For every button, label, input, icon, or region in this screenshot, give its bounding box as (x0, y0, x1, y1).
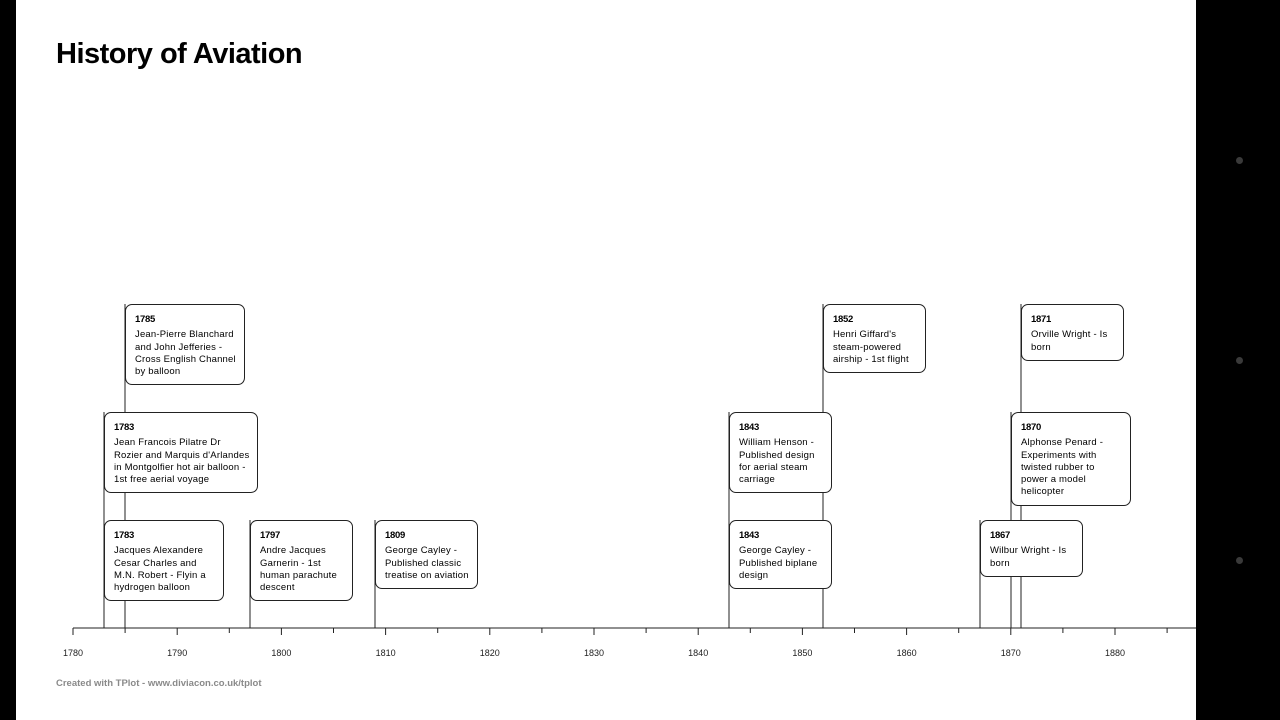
event-year: 1852 (833, 314, 853, 325)
event-box: 1843 George Cayley - Published biplane de… (729, 520, 832, 590)
event-year: 1783 (114, 530, 134, 541)
slide: History of Aviation 1780 1790 1800 1810 1820… (16, 0, 1196, 720)
event-box: 1870 Alphonse Penard - Experiments with t… (1011, 412, 1131, 506)
event-text: Henri Giffard's steam-powered airship - … (833, 329, 909, 365)
event-text: Jean Francois Pilatre Dr Rozier and Marq… (114, 437, 250, 486)
page-title: History of Aviation (56, 38, 303, 70)
event-box: 1797 Andre Jacques Garnerin - 1st human p… (250, 520, 353, 602)
event-year: 1843 (739, 530, 759, 541)
event-text: William Henson - Published design for ae… (739, 437, 815, 486)
nav-dot[interactable] (1236, 357, 1243, 364)
axis-tick-label: 1850 (792, 648, 812, 658)
event-text: Jacques Alexandere Cesar Charles and M.N… (114, 545, 206, 594)
event-text: Alphonse Penard - Experiments with twist… (1021, 437, 1104, 498)
event-text: George Cayley - Published classic treati… (385, 545, 469, 581)
axis-tick-label: 1790 (167, 648, 187, 658)
event-text: George Cayley - Published biplane design (739, 545, 818, 581)
axis-tick-label: 1800 (271, 648, 291, 658)
event-box: 1785 Jean-Pierre Blanchard and John Jeffe… (125, 304, 245, 386)
nav-dot[interactable] (1236, 557, 1243, 564)
event-box: 1871 Orville Wright - Is born (1021, 304, 1124, 361)
event-box: 1809 George Cayley - Published classic tr… (375, 520, 478, 590)
axis-tick-label: 1840 (688, 648, 708, 658)
event-box: 1867 Wilbur Wright - Is born (980, 520, 1083, 577)
event-text: Andre Jacques Garnerin - 1st human parac… (260, 545, 337, 594)
event-text: Orville Wright - Is born (1031, 329, 1108, 353)
axis-tick-label: 1810 (376, 648, 396, 658)
nav-dot[interactable] (1236, 157, 1243, 164)
event-box: 1843 William Henson - Published design fo… (729, 412, 832, 494)
axis-tick-label: 1820 (480, 648, 500, 658)
event-text: Jean-Pierre Blanchard and John Jefferies… (135, 329, 236, 378)
axis-tick-label: 1830 (584, 648, 604, 658)
event-year: 1783 (114, 422, 134, 433)
event-year: 1870 (1021, 422, 1041, 433)
axis-tick-label: 1880 (1105, 648, 1125, 658)
event-year: 1785 (135, 314, 155, 325)
event-year: 1809 (385, 530, 405, 541)
event-box: 1783 Jacques Alexandere Cesar Charles and… (104, 520, 224, 602)
event-year: 1843 (739, 422, 759, 433)
axis-tick-label: 1870 (1001, 648, 1021, 658)
event-box: 1783 Jean Francois Pilatre Dr Rozier and … (104, 412, 258, 494)
event-text: Wilbur Wright - Is born (990, 545, 1067, 569)
credit-text: Created with TPlot - www.diviacon.co.uk/… (56, 678, 262, 689)
event-box: 1852 Henri Giffard's steam-powered airshi… (823, 304, 926, 374)
axis-tick-label: 1780 (63, 648, 83, 658)
event-year: 1871 (1031, 314, 1051, 325)
event-year: 1867 (990, 530, 1010, 541)
event-year: 1797 (260, 530, 280, 541)
axis-tick-label: 1860 (897, 648, 917, 658)
